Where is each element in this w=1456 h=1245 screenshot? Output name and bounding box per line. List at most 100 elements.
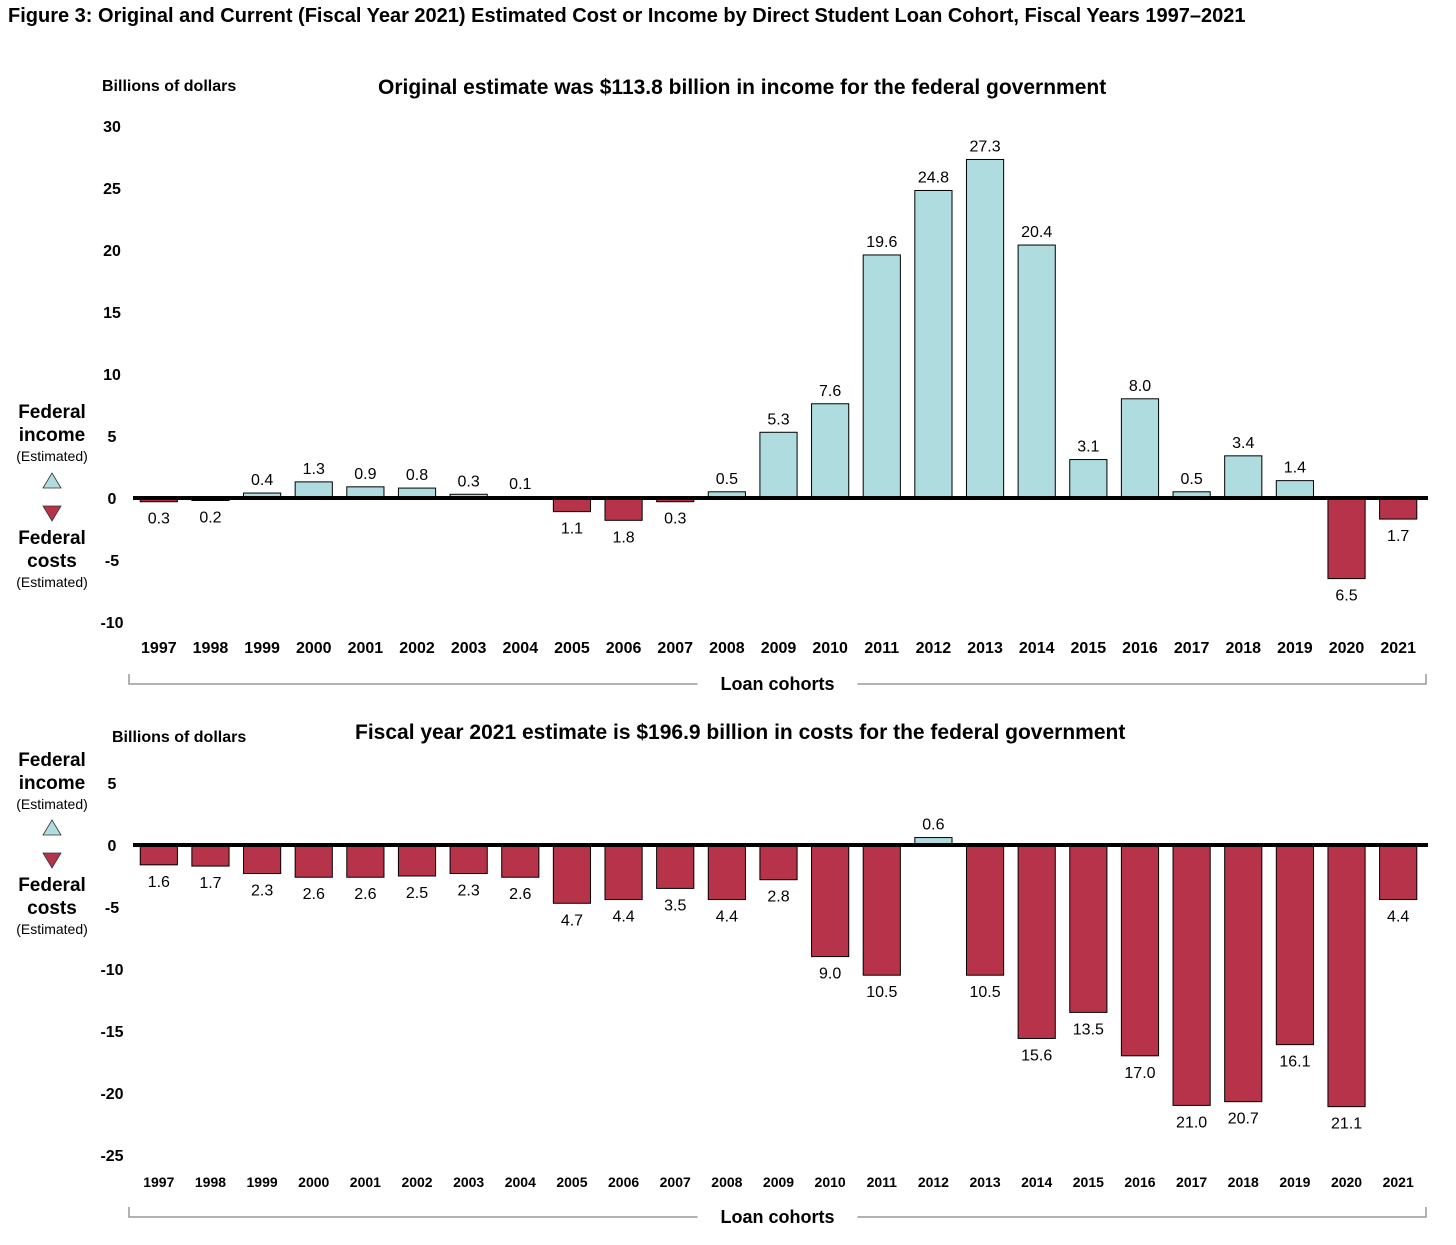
bar-2020 xyxy=(1327,844,1366,1108)
y-tick-label: 30 xyxy=(103,119,121,136)
x-tick-label-2012: 2012 xyxy=(916,640,952,657)
data-label-2004: 0.1 xyxy=(509,476,531,493)
data-label-2009: 5.3 xyxy=(767,411,789,428)
data-label-1997: 0.3 xyxy=(148,511,170,528)
x-tick-label-2000: 2000 xyxy=(298,1174,329,1190)
data-label-1999: 0.4 xyxy=(251,472,273,489)
x-tick-label-2013: 2013 xyxy=(969,1174,1000,1190)
bar-2003 xyxy=(449,844,488,875)
bar-2010 xyxy=(811,844,850,958)
bar-2021 xyxy=(1379,844,1418,901)
triangle-up-icon xyxy=(42,472,62,489)
x-tick-label-2006: 2006 xyxy=(608,1174,639,1190)
y-axis-units-label: Billions of dollars xyxy=(102,78,237,95)
y-axis-units-label: Billions of dollars xyxy=(112,729,247,746)
bar-2012 xyxy=(914,189,953,499)
y-tick-label: 15 xyxy=(103,305,121,322)
bar-2001 xyxy=(346,844,385,878)
bar-2018 xyxy=(1224,455,1263,499)
data-label-2013: 10.5 xyxy=(969,984,1000,1001)
data-label-2000: 1.3 xyxy=(303,461,325,478)
bar-1997 xyxy=(139,844,178,866)
data-label-2008: 0.5 xyxy=(716,471,738,488)
x-tick-label-2017: 2017 xyxy=(1176,1174,1207,1190)
bar-2017 xyxy=(1172,844,1211,1106)
data-label-2001: 0.9 xyxy=(354,466,376,483)
bar-1999 xyxy=(243,844,282,875)
x-tick-label-2002: 2002 xyxy=(399,640,435,657)
x-tick-label-2007: 2007 xyxy=(657,640,693,657)
x-tick-label-2001: 2001 xyxy=(350,1174,381,1190)
figure-title: Figure 3: Original and Current (Fiscal Y… xyxy=(8,5,1246,27)
legend-income-line1: Federal xyxy=(18,402,86,423)
y-tick-label: -10 xyxy=(100,962,123,979)
x-tick-label-2004: 2004 xyxy=(503,640,539,657)
data-label-2015: 3.1 xyxy=(1077,439,1099,456)
triangle-down-icon xyxy=(42,505,62,522)
legend-costs-line2: costs xyxy=(27,551,77,572)
bar-2020 xyxy=(1327,497,1366,580)
bar-2021 xyxy=(1379,497,1418,520)
legend-costs-label: Federal costs (Estimated) xyxy=(2,527,102,591)
bar-2010 xyxy=(811,403,850,499)
legend-costs-line2: costs xyxy=(27,898,77,919)
y-tick-label: 5 xyxy=(108,776,117,793)
data-label-2008: 4.4 xyxy=(716,909,738,926)
bar-2006 xyxy=(604,844,643,901)
x-tick-label-2007: 2007 xyxy=(660,1174,691,1190)
legend-costs-label: Federal costs (Estimated) xyxy=(2,874,102,938)
legend-costs-line1: Federal xyxy=(18,875,86,896)
x-tick-label-2019: 2019 xyxy=(1279,1174,1310,1190)
x-tick-label-2011: 2011 xyxy=(864,640,899,657)
y-tick-label: -10 xyxy=(100,615,123,632)
legend-income-note: (Estimated) xyxy=(16,796,88,812)
x-tick-label-2010: 2010 xyxy=(812,640,848,657)
bar-2016 xyxy=(1120,844,1160,1057)
data-label-2009: 2.8 xyxy=(767,889,789,906)
bar-chart-current: 5 0 -5 -10 -15 -20 -25 1.6 1997 1.7 1998 2.3 1999 2.6… xyxy=(100,776,1428,1227)
data-label-2018: 3.4 xyxy=(1232,435,1254,452)
triangle-down-icon xyxy=(42,852,62,869)
bar-2005 xyxy=(552,844,592,904)
data-label-2006: 4.4 xyxy=(612,909,634,926)
data-label-2021: 1.7 xyxy=(1387,528,1409,545)
legend-costs-note: (Estimated) xyxy=(16,574,88,590)
data-label-2020: 21.1 xyxy=(1331,1116,1362,1133)
data-label-2018: 20.7 xyxy=(1228,1111,1259,1128)
data-label-2007: 3.5 xyxy=(664,897,686,914)
legend-income-note: (Estimated) xyxy=(16,448,88,464)
y-tick-label: 25 xyxy=(103,181,121,198)
x-tick-label-1997: 1997 xyxy=(141,640,177,657)
x-tick-label-2011: 2011 xyxy=(867,1174,898,1190)
x-tick-label-2003: 2003 xyxy=(451,640,487,657)
legend-costs-line1: Federal xyxy=(18,528,86,549)
bar-2007 xyxy=(656,844,695,889)
x-tick-label-2001: 2001 xyxy=(348,640,384,657)
bar-2002 xyxy=(397,844,437,877)
bar-2011 xyxy=(862,254,901,499)
data-label-2015: 13.5 xyxy=(1073,1021,1104,1038)
bar-2013 xyxy=(965,158,1005,499)
x-tick-label-2014: 2014 xyxy=(1021,1174,1052,1190)
bar-2018 xyxy=(1224,844,1263,1103)
x-tick-label-2016: 2016 xyxy=(1122,640,1158,657)
data-label-2012: 24.8 xyxy=(918,169,949,186)
x-tick-label-2021: 2021 xyxy=(1383,1174,1414,1190)
data-label-2010: 9.0 xyxy=(819,966,841,983)
bar-1998 xyxy=(191,844,230,867)
y-tick-label: 5 xyxy=(108,429,117,446)
x-tick-label-2003: 2003 xyxy=(453,1174,484,1190)
x-tick-label-2013: 2013 xyxy=(967,640,1003,657)
data-label-2011: 19.6 xyxy=(866,234,897,251)
bar-2000 xyxy=(294,481,333,499)
bar-2013 xyxy=(965,844,1005,976)
bar-chart-original: 302520151050-5-100.319970.219980.419991.… xyxy=(100,119,1428,694)
x-axis-bracket xyxy=(128,1207,1427,1218)
data-label-2021: 4.4 xyxy=(1387,909,1409,926)
x-tick-label-2015: 2015 xyxy=(1071,640,1107,657)
data-label-2017: 0.5 xyxy=(1180,471,1202,488)
x-tick-label-2018: 2018 xyxy=(1225,640,1261,657)
x-tick-label-2015: 2015 xyxy=(1073,1174,1104,1190)
bar-2009 xyxy=(759,431,798,499)
legend-costs-note: (Estimated) xyxy=(16,921,88,937)
